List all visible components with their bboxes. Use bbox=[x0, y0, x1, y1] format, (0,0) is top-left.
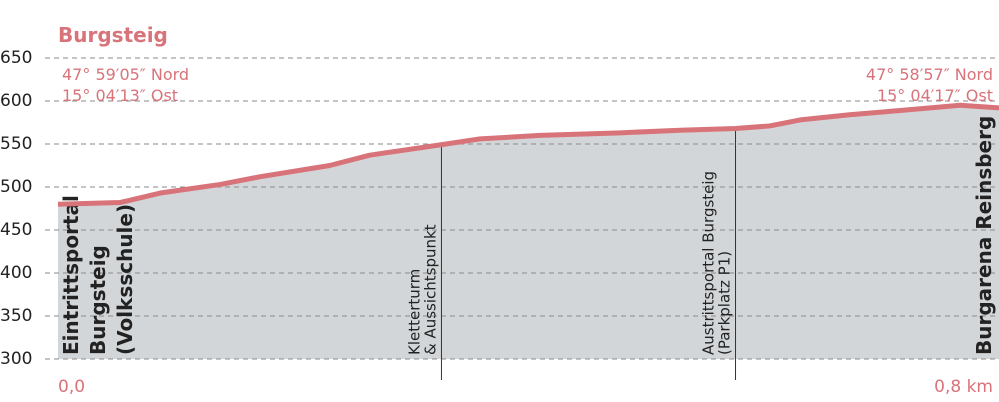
waypoint-label: Burgarena Reinsberg bbox=[972, 116, 996, 355]
coordinate: 47° 58′57″ Nord bbox=[866, 65, 993, 84]
coordinate: 15° 04′13″ Ost bbox=[62, 86, 178, 105]
y-tick-label: 500 bbox=[0, 177, 32, 197]
y-tick-label: 550 bbox=[0, 134, 32, 154]
waypoint-label: (Volksschule) bbox=[113, 204, 137, 355]
waypoint-label: Eintrittsportal bbox=[59, 195, 83, 355]
waypoint-label: (Parkplatz P1) bbox=[716, 251, 734, 355]
waypoint-label: Kletterturm bbox=[405, 269, 423, 355]
coordinate: 47° 59′05″ Nord bbox=[62, 65, 189, 84]
x-tick-label: 0,8 km bbox=[934, 377, 993, 397]
coordinate: 15° 04′17″ Ost bbox=[877, 86, 993, 105]
y-tick-label: 400 bbox=[0, 263, 32, 283]
y-tick-label: 300 bbox=[0, 349, 32, 369]
waypoint-label: Austrittsportal Burgsteig bbox=[700, 171, 718, 355]
y-tick-label: 350 bbox=[0, 306, 32, 326]
area-fill bbox=[58, 105, 999, 359]
chart-title: Burgsteig bbox=[58, 23, 168, 47]
waypoint-label: & Aussichtspunkt bbox=[421, 224, 439, 355]
y-tick-label: 650 bbox=[0, 48, 32, 68]
waypoint-label: Burgsteig bbox=[86, 245, 110, 355]
y-tick-label: 450 bbox=[0, 220, 32, 240]
profile-line bbox=[57, 102, 999, 207]
x-tick-label: 0,0 bbox=[58, 377, 85, 397]
y-tick-label: 600 bbox=[0, 91, 32, 111]
